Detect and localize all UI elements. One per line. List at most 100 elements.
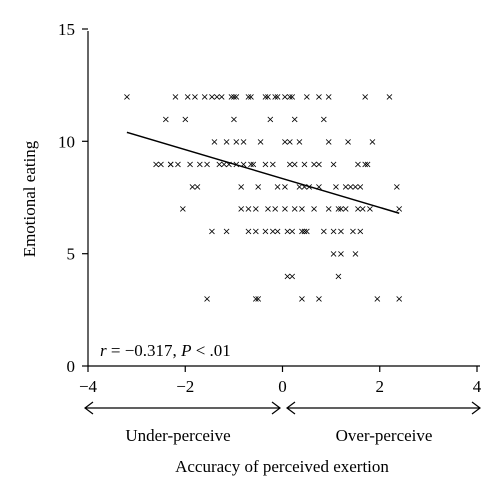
data-point: × [222, 137, 230, 148]
data-point: × [252, 204, 260, 215]
data-point: × [252, 227, 260, 238]
data-point: × [157, 159, 165, 170]
data-point: × [300, 227, 308, 238]
data-point: × [261, 159, 269, 170]
data-point: × [174, 159, 182, 170]
data-point: × [273, 182, 281, 193]
data-point: × [281, 204, 289, 215]
data-point: × [395, 204, 403, 215]
x-tick-label-neg2: −2 [176, 377, 194, 396]
data-point: × [244, 204, 252, 215]
data-point: × [286, 137, 294, 148]
data-point: × [300, 182, 308, 193]
data-point: × [356, 227, 364, 238]
data-point: × [356, 182, 364, 193]
data-point: × [325, 137, 333, 148]
data-point: × [310, 159, 318, 170]
data-point: × [254, 182, 262, 193]
x-tick-label-neg4: −4 [79, 377, 98, 396]
data-point: × [346, 182, 354, 193]
data-point: × [344, 137, 352, 148]
data-point: × [230, 92, 238, 103]
data-point: × [266, 114, 274, 125]
under-perceive-label: Under-perceive [125, 426, 230, 445]
data-point: × [303, 227, 311, 238]
x-axis-title: Accuracy of perceived exertion [175, 457, 389, 476]
data-point: × [288, 92, 296, 103]
data-point: × [354, 159, 362, 170]
data-point: × [361, 92, 369, 103]
data-point: × [349, 227, 357, 238]
data-point: × [354, 204, 362, 215]
data-point: × [264, 92, 272, 103]
y-tick-label-5: 5 [67, 245, 76, 264]
data-point: × [196, 159, 204, 170]
data-point: × [237, 204, 245, 215]
data-point: × [305, 182, 313, 193]
data-point: × [271, 92, 279, 103]
x-tick-label-4: 4 [473, 377, 482, 396]
data-point: × [334, 272, 342, 283]
data-point: × [123, 92, 131, 103]
data-point: × [261, 227, 269, 238]
data-point: × [184, 92, 192, 103]
data-point: × [237, 182, 245, 193]
data-point: × [361, 159, 369, 170]
data-point: × [298, 294, 306, 305]
data-point: × [286, 159, 294, 170]
data-point: × [273, 92, 281, 103]
y-axis-title: Emotional eating [20, 140, 39, 257]
x-tick-label-2: 2 [376, 377, 385, 396]
data-point: × [291, 159, 299, 170]
data-point: × [247, 159, 255, 170]
data-point: × [247, 92, 255, 103]
data-point: × [325, 92, 333, 103]
data-point: × [329, 227, 337, 238]
data-point: × [288, 272, 296, 283]
data-point: × [269, 159, 277, 170]
data-point: × [220, 159, 228, 170]
data-point: × [264, 204, 272, 215]
data-point: × [393, 182, 401, 193]
data-point: × [300, 159, 308, 170]
y-ticks: 0 5 10 15 [58, 20, 88, 376]
data-point: × [325, 204, 333, 215]
data-point: × [291, 114, 299, 125]
data-point: × [271, 204, 279, 215]
data-point: × [215, 159, 223, 170]
data-point: × [162, 114, 170, 125]
data-point: × [373, 294, 381, 305]
data-point: × [227, 92, 235, 103]
data-point: × [230, 114, 238, 125]
data-point: × [334, 204, 342, 215]
data-point: × [232, 92, 240, 103]
data-point: × [291, 204, 299, 215]
points-layer: × × ××× ×× ×× × ××××× × × × × ××× × × ×× × × × ××× × ×× × ×× × ×… [123, 92, 404, 305]
data-point: × [269, 227, 277, 238]
data-point: × [244, 227, 252, 238]
data-point: × [210, 137, 218, 148]
y-tick-label-10: 10 [58, 132, 75, 151]
data-point: × [273, 227, 281, 238]
data-point: × [315, 182, 323, 193]
data-point: × [288, 227, 296, 238]
data-point: × [203, 159, 211, 170]
data-point: × [332, 182, 340, 193]
data-point: × [181, 114, 189, 125]
data-point: × [203, 294, 211, 305]
data-point: × [342, 204, 350, 215]
data-point: × [281, 182, 289, 193]
data-point: × [171, 92, 179, 103]
under-perceive-arrow [84, 401, 281, 415]
data-point: × [232, 137, 240, 148]
data-point: × [179, 204, 187, 215]
over-perceive-arrow-head-left [286, 401, 296, 415]
data-point: × [320, 227, 328, 238]
data-point: × [188, 182, 196, 193]
data-point: × [385, 92, 393, 103]
data-point: × [249, 159, 257, 170]
data-point: × [320, 114, 328, 125]
over-perceive-arrow-head-right [471, 401, 481, 415]
data-point: × [239, 159, 247, 170]
p-value: < .01 [191, 341, 230, 360]
